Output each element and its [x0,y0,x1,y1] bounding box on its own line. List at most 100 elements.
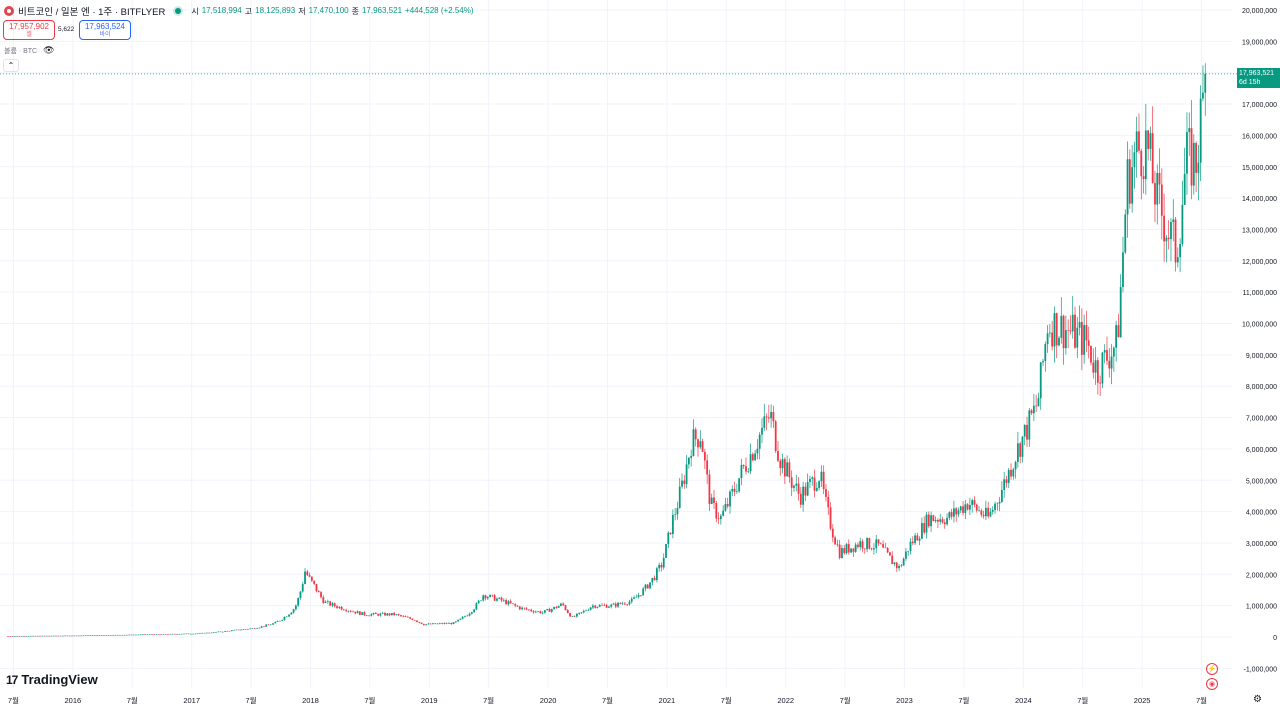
candle [500,596,503,603]
market-open-status-icon [175,8,182,14]
candle [1181,180,1184,247]
candle [1128,149,1131,209]
candle [1074,306,1076,349]
candle [1195,141,1197,193]
candle [811,475,814,486]
candle [1083,314,1086,364]
candle [505,598,507,605]
candle [537,610,539,613]
candle [1188,112,1191,156]
candle [1048,323,1051,338]
tradingview-logo[interactable]: 17 TradingView [6,672,98,687]
candle [1037,392,1040,407]
y-tick-label: 17,000,000 [1242,102,1277,109]
candle [482,594,485,602]
gear-icon[interactable]: ⚙ [1253,694,1262,705]
candle [1076,317,1079,359]
candle [185,633,188,635]
candle [932,514,935,522]
candle [402,615,405,618]
eye-icon[interactable]: 👁 [43,45,55,55]
candle [231,629,233,632]
candle [475,602,478,611]
candle [416,620,418,623]
candle [674,507,677,521]
candle [809,475,811,489]
candle [1051,321,1054,351]
candle [1202,65,1204,102]
candle [644,583,647,592]
candle [560,602,562,607]
y-tick-label: 13,000,000 [1242,227,1277,234]
candle [267,624,270,626]
candle [921,517,923,540]
candle [262,626,265,628]
candle [735,483,738,494]
candle [779,458,782,476]
x-tick-label: 2016 [65,696,82,705]
candle [555,605,558,609]
candle [121,634,124,636]
bar-countdown: 6d 15h [1239,79,1261,86]
candle [194,633,197,635]
candle [783,457,786,485]
candle [518,606,521,611]
buy-button[interactable]: 17,963,524 바이 [79,20,131,40]
candle [48,635,51,637]
candle [571,615,574,617]
candle [731,485,734,497]
candle [384,611,386,616]
candle [493,594,496,601]
candle [1179,238,1182,273]
candle [91,635,94,636]
candle [717,512,720,525]
candle [984,500,987,520]
candle [484,594,487,601]
candle [466,614,469,617]
collapse-chevron-icon[interactable]: ⌃ [3,59,19,72]
candle [13,636,16,637]
candle [592,603,594,610]
candle [758,432,761,460]
candle [1010,463,1012,480]
sell-button[interactable]: 17,957,902 셀 [3,20,55,40]
candle [237,629,240,631]
candle [1032,394,1035,422]
candle [1055,312,1058,359]
candle [1042,358,1044,366]
open-label: 시 [191,6,199,16]
candle [1096,357,1099,395]
symbol-title[interactable]: 비트코인 / 일본 엔 · 1주 · BITFLYER [18,7,166,18]
candle [336,604,338,609]
y-tick-label: 10,000,000 [1242,322,1277,329]
candle [491,594,494,598]
candle [66,635,69,637]
candle [422,623,425,626]
x-tick-label: 7월 [8,695,19,705]
candle [866,537,868,553]
candle [162,633,165,635]
candle [1007,467,1010,488]
candle [1135,116,1138,178]
candle [678,477,681,509]
candle [1106,336,1108,365]
candle [477,599,480,604]
candle [585,609,587,612]
candle [553,606,555,610]
target-icon[interactable]: ◉ [1206,678,1218,690]
candle [242,628,245,630]
candle [930,511,932,533]
sell-price: 17,957,902 [8,22,50,31]
candle [582,609,585,614]
lightning-icon[interactable]: ⚡ [1206,663,1218,675]
candle [77,635,80,637]
candle [247,628,249,630]
candle [59,635,62,637]
x-tick-label: 2021 [659,696,676,705]
candle [228,630,231,632]
candle [697,438,699,457]
candle [1080,308,1083,371]
candle [256,627,258,629]
candle [998,497,1001,512]
